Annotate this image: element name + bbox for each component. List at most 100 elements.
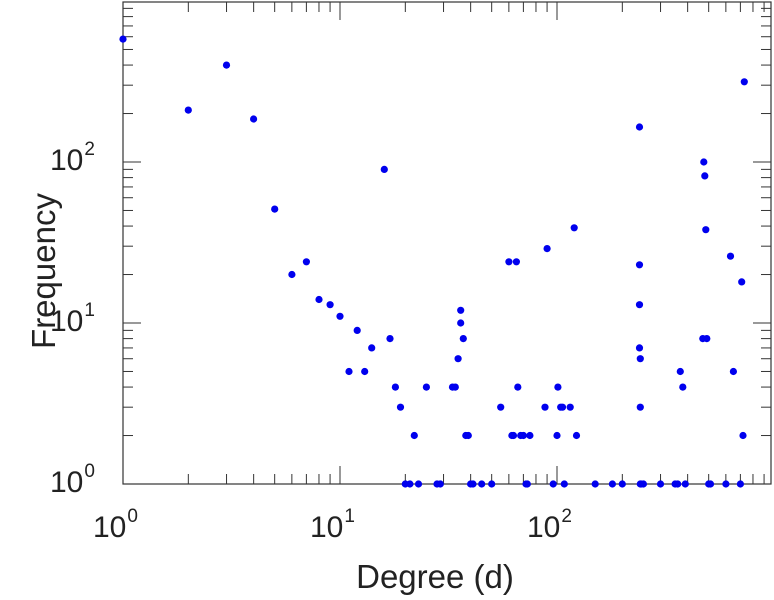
- data-point: [703, 335, 711, 343]
- data-point: [459, 335, 467, 343]
- data-point: [726, 252, 735, 260]
- data-point: [345, 367, 353, 376]
- x-tick-label: 102: [527, 506, 572, 545]
- data-point: [591, 480, 599, 488]
- data-point: [560, 480, 568, 488]
- data-point: [380, 165, 388, 173]
- data-point: [639, 480, 648, 488]
- x-tick-label: 101: [310, 506, 355, 545]
- data-point: [410, 431, 418, 440]
- data-point: [271, 205, 279, 213]
- data-point: [636, 355, 644, 363]
- data-point: [566, 403, 574, 411]
- y-tick-exponent: 0: [84, 461, 95, 482]
- data-point: [722, 480, 730, 488]
- data-point: [478, 480, 486, 488]
- data-point: [469, 480, 477, 488]
- data-point: [554, 383, 562, 391]
- x-tick-base: 10: [310, 511, 344, 544]
- data-point: [553, 431, 561, 440]
- data-point: [736, 480, 745, 488]
- data-point: [454, 355, 462, 363]
- data-point: [739, 431, 747, 440]
- data-point: [738, 278, 746, 286]
- data-point: [336, 312, 344, 320]
- data-point: [636, 403, 644, 411]
- data-point: [635, 123, 644, 131]
- data-point: [464, 431, 472, 440]
- data-point: [679, 383, 687, 391]
- data-point: [497, 403, 505, 411]
- data-point: [674, 480, 682, 488]
- data-point: [119, 35, 127, 43]
- data-point: [519, 431, 528, 440]
- x-tick-label: 100: [93, 506, 138, 545]
- data-point: [451, 383, 459, 391]
- data-point: [681, 480, 689, 488]
- data-point: [222, 61, 231, 69]
- x-tick-exponent: 0: [127, 506, 138, 527]
- data-point: [512, 258, 521, 266]
- data-point: [706, 480, 715, 488]
- data-point: [701, 172, 709, 180]
- data-point: [386, 335, 394, 343]
- x-tick-exponent: 1: [344, 506, 355, 527]
- data-point: [509, 431, 518, 440]
- y-tick-exponent: 2: [84, 139, 95, 160]
- data-point: [656, 480, 665, 488]
- data-point: [396, 403, 405, 411]
- y-axis-label: Frequency: [25, 193, 62, 349]
- data-point: [488, 480, 496, 488]
- data-point: [457, 319, 465, 327]
- data-point: [315, 295, 323, 304]
- data-point: [740, 78, 748, 86]
- data-point: [422, 383, 430, 391]
- data-point: [184, 106, 192, 114]
- y-tick-label: 102: [50, 139, 95, 178]
- y-tick-label: 100: [50, 461, 95, 500]
- data-point: [676, 367, 684, 376]
- x-axis-label: Degree (d): [356, 558, 514, 595]
- data-points: [119, 35, 748, 488]
- data-point: [549, 480, 557, 488]
- data-point: [543, 245, 551, 253]
- data-point: [635, 261, 644, 269]
- plot-frame: [122, 1, 772, 485]
- data-point: [702, 226, 710, 234]
- data-point: [514, 383, 522, 391]
- y-tick-base: 10: [50, 144, 84, 177]
- data-point: [572, 431, 581, 440]
- data-point: [700, 158, 708, 166]
- y-tick-base: 10: [50, 305, 84, 338]
- x-tick-base: 10: [527, 511, 561, 544]
- data-point: [353, 326, 361, 334]
- data-point: [361, 367, 369, 376]
- y-tick-base: 10: [50, 466, 84, 499]
- data-point: [541, 403, 549, 411]
- axis-ticks: [122, 2, 771, 485]
- data-point: [635, 344, 644, 352]
- data-point: [436, 480, 444, 488]
- data-point: [368, 344, 376, 352]
- data-point: [608, 480, 617, 488]
- data-point: [406, 480, 414, 488]
- data-point: [326, 301, 334, 309]
- data-point: [526, 431, 534, 440]
- data-point: [729, 367, 738, 376]
- x-tick-exponent: 2: [561, 506, 572, 527]
- data-point: [558, 403, 567, 411]
- data-point: [523, 480, 531, 488]
- x-tick-base: 10: [93, 511, 127, 544]
- data-point: [414, 480, 423, 488]
- data-point: [635, 301, 644, 309]
- data-point: [250, 115, 258, 123]
- data-point: [302, 258, 310, 266]
- data-point: [618, 480, 626, 488]
- y-tick-label: 101: [50, 300, 95, 339]
- data-point: [457, 306, 465, 314]
- data-point: [505, 258, 513, 266]
- y-tick-exponent: 1: [84, 300, 95, 321]
- data-point: [391, 383, 399, 391]
- data-point: [288, 270, 296, 279]
